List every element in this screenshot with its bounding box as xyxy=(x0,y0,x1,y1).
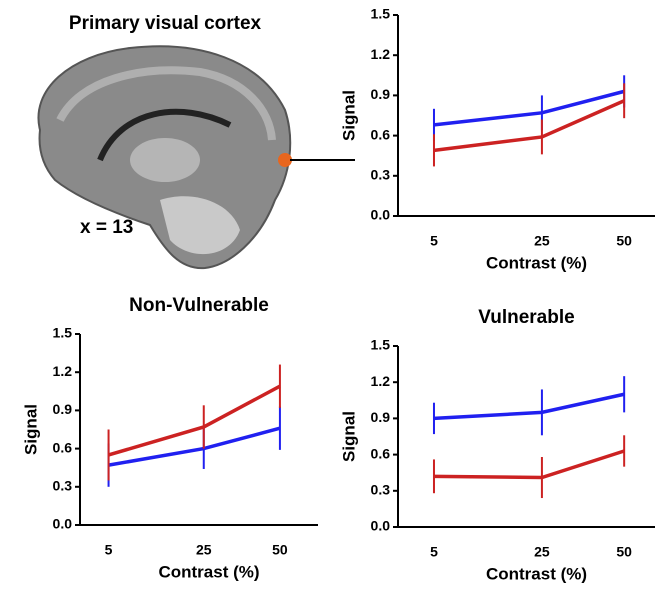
y-tick-label: 0.3 xyxy=(371,482,391,498)
y-tick-label: 1.5 xyxy=(371,337,391,353)
y-axis-label: Signal xyxy=(339,90,358,141)
y-tick-label: 0.9 xyxy=(371,86,391,102)
x-tick-label: 5 xyxy=(105,542,113,558)
series-line xyxy=(433,99,625,153)
x-tick-label: 5 xyxy=(430,233,438,249)
y-tick-label: 0.9 xyxy=(371,409,391,425)
y-tick-label: 0.0 xyxy=(371,207,391,223)
x-axis-label: Contrast (%) xyxy=(486,564,587,583)
x-tick-label: 50 xyxy=(616,233,632,249)
x-tick-label: 25 xyxy=(534,544,550,560)
x-tick-label: 25 xyxy=(534,233,550,249)
x-axis-label: Contrast (%) xyxy=(158,562,259,581)
y-tick-label: 0.6 xyxy=(371,126,391,142)
chart-title: Non-Vulnerable xyxy=(129,295,269,316)
y-tick-label: 1.2 xyxy=(53,363,73,379)
y-tick-label: 0.9 xyxy=(53,401,73,417)
series-line xyxy=(433,392,625,421)
y-tick-label: 1.2 xyxy=(371,46,391,62)
y-tick-label: 0.3 xyxy=(371,167,391,183)
x-tick-label: 50 xyxy=(272,542,288,558)
x-tick-label: 25 xyxy=(196,542,212,558)
y-tick-label: 0.0 xyxy=(53,516,73,532)
y-tick-label: 0.6 xyxy=(53,439,73,455)
y-tick-label: 1.2 xyxy=(371,373,391,389)
y-tick-label: 1.5 xyxy=(53,325,73,341)
series-line xyxy=(433,89,625,127)
y-tick-label: 0.6 xyxy=(371,445,391,461)
brain-image xyxy=(37,45,355,270)
y-axis-label: Signal xyxy=(21,404,40,455)
series-line xyxy=(433,449,625,480)
panel-title: Primary visual cortex xyxy=(69,13,262,34)
series-line xyxy=(108,384,281,457)
x-tick-label: 5 xyxy=(430,544,438,560)
chart-title: Vulnerable xyxy=(478,307,574,328)
y-axis-label: Signal xyxy=(339,411,358,462)
x-tick-label: 50 xyxy=(616,544,632,560)
y-tick-label: 1.5 xyxy=(371,6,391,22)
slice-label: x = 13 xyxy=(80,217,133,238)
y-tick-label: 0.0 xyxy=(371,518,391,534)
y-tick-label: 0.3 xyxy=(53,478,73,494)
x-axis-label: Contrast (%) xyxy=(486,253,587,272)
